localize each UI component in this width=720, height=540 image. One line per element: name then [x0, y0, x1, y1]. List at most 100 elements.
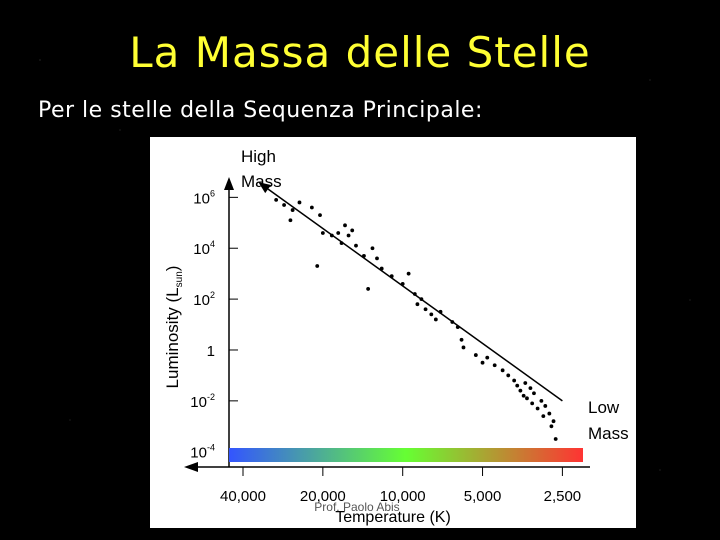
star-point	[433, 317, 438, 322]
star-point	[492, 363, 497, 368]
data-points	[274, 197, 558, 441]
star-point	[315, 264, 320, 268]
x-tick-label: 2,500	[544, 488, 582, 505]
star-point	[518, 388, 523, 393]
y-tick-label: 104	[193, 239, 215, 258]
low-mass-label-line2: Mass	[588, 424, 629, 443]
star-point	[339, 241, 344, 246]
y-tick-base: 10	[190, 394, 207, 411]
mass-trend-arrowhead	[258, 182, 272, 194]
x-tick-label: 10,000	[380, 488, 426, 505]
star-point	[532, 391, 536, 396]
star-point	[461, 345, 466, 350]
slide-subtitle: Per le stelle della Sequenza Principale:	[38, 98, 483, 123]
star-point	[525, 396, 529, 401]
star-point	[530, 401, 535, 406]
y-tick-base: 10	[193, 190, 210, 207]
star-point	[523, 381, 528, 385]
star-point	[438, 309, 443, 314]
star-point	[415, 302, 420, 307]
y-tick-base: 10	[193, 292, 210, 309]
watermark-text: Prof. Paolo Abis	[314, 500, 399, 514]
star-point	[412, 292, 417, 296]
star-point	[350, 228, 355, 233]
y-tick-exponent: -4	[207, 443, 215, 453]
star-point	[512, 378, 517, 383]
star-point	[528, 386, 533, 391]
star-point	[450, 320, 455, 324]
y-axis-label-main: Luminosity (L	[163, 287, 182, 388]
y-axis-label-sub: sun	[174, 271, 185, 287]
star-point	[419, 297, 424, 302]
y-tick-base: 10	[190, 445, 207, 462]
high-mass-label-line2: Mass	[241, 172, 282, 191]
x-axis-label: Temperature (K)	[335, 509, 451, 526]
star-point	[455, 325, 460, 329]
low-mass-label-line1: Low	[588, 398, 620, 417]
star-point	[366, 287, 371, 291]
star-point	[547, 411, 552, 416]
star-point	[370, 246, 375, 251]
star-point	[549, 424, 554, 429]
y-tick-label: 10-4	[190, 443, 215, 462]
star-point	[423, 307, 428, 312]
star-point	[309, 205, 314, 210]
x-axis-arrowhead	[184, 462, 198, 472]
star-point	[515, 383, 520, 388]
y-tick-base: 10	[193, 241, 210, 258]
star-point	[379, 266, 384, 271]
star-point	[297, 200, 302, 205]
y-tick-label: 10-2	[190, 392, 215, 411]
star-point	[541, 414, 546, 419]
y-axis-label-close: )	[163, 266, 182, 272]
star-point	[375, 256, 379, 261]
star-point	[320, 231, 325, 235]
star-point	[473, 353, 478, 357]
hr-diagram-chart: Luminosity (Lsun) 106 104 102 1 10-2 10-4 40,…	[150, 137, 636, 528]
slide-title: La Massa delle Stelle	[129, 28, 591, 77]
star-point	[521, 393, 526, 398]
star-point	[406, 271, 411, 276]
star-point	[485, 355, 490, 360]
x-tick-label: 40,000	[220, 488, 266, 505]
y-axis-arrowhead	[224, 177, 234, 190]
star-point	[429, 312, 434, 317]
y-tick-exponent: 6	[210, 188, 215, 198]
star-point	[336, 231, 341, 235]
y-tick-label: 1	[207, 343, 215, 360]
star-point	[535, 406, 540, 411]
star-point	[543, 404, 548, 408]
star-point	[362, 253, 366, 258]
star-point	[539, 398, 544, 403]
spectrum-color-bar	[229, 448, 583, 462]
star-point	[343, 223, 347, 228]
star-point	[480, 360, 485, 365]
star-point	[389, 274, 394, 279]
y-axis-label: Luminosity (Lsun)	[163, 266, 185, 389]
star-point	[329, 233, 334, 238]
star-point	[318, 213, 322, 218]
high-mass-label-line1: High	[241, 147, 276, 166]
y-tick-exponent: 2	[210, 290, 215, 300]
y-tick-label: 106	[193, 188, 215, 207]
y-tick-exponent: 4	[210, 239, 215, 249]
x-ticks: 40,000 20,000 10,000 5,000 2,500	[220, 467, 581, 505]
star-point	[354, 243, 358, 248]
star-point	[282, 203, 286, 207]
star-point	[346, 233, 351, 238]
star-point	[290, 208, 295, 212]
y-tick-exponent: -2	[207, 392, 215, 402]
star-point	[551, 419, 556, 424]
x-tick-label: 20,000	[300, 488, 346, 505]
star-point	[459, 337, 464, 342]
star-point	[288, 218, 293, 223]
star-point	[400, 281, 405, 286]
star-point	[274, 197, 279, 202]
x-tick-label: 5,000	[464, 488, 502, 505]
y-tick-label: 102	[193, 290, 215, 309]
star-point	[500, 368, 505, 373]
y-tick-base: 1	[207, 343, 215, 360]
star-point	[553, 437, 558, 441]
